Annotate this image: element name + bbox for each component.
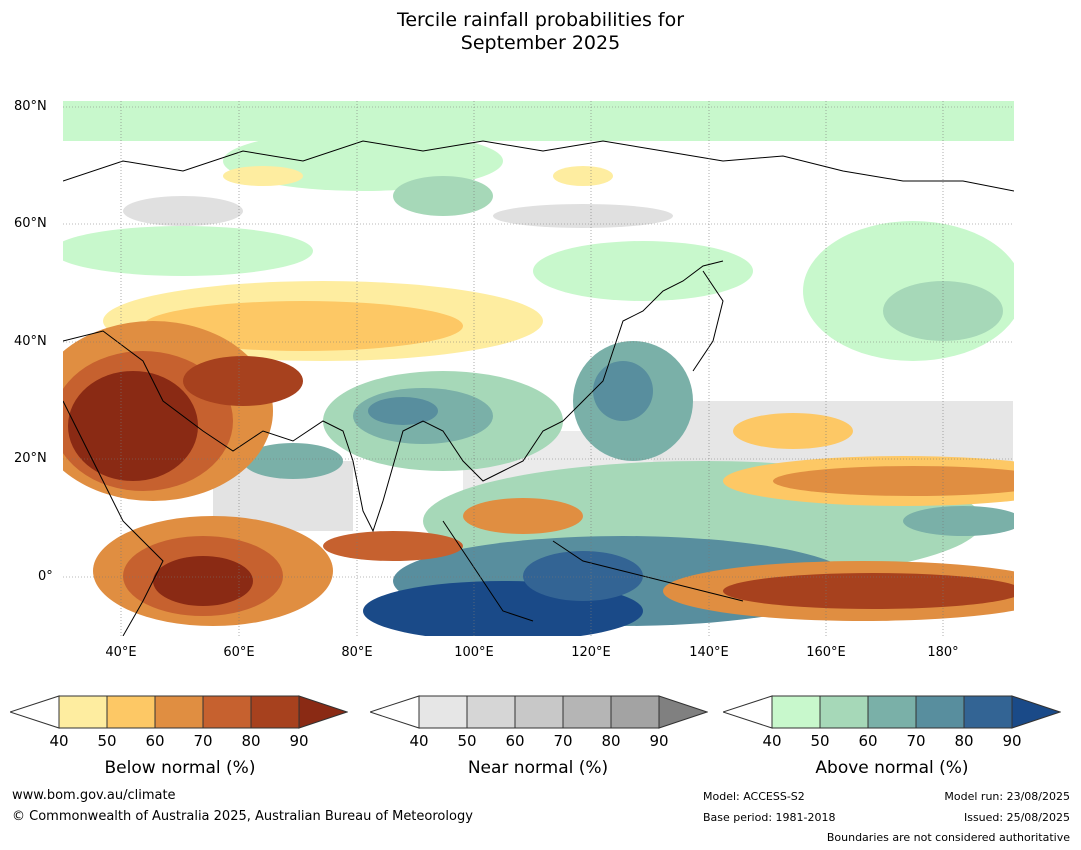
model-run-date: Model run: 23/08/2025 [944, 790, 1070, 803]
lon-label-160e: 160°E [806, 645, 846, 660]
colorbar-above-tick-70: 70 [906, 732, 926, 750]
colorbar-near-tick-90: 90 [649, 732, 669, 750]
colorbar-below-tick-80: 80 [241, 732, 261, 750]
colorbar-above-normal [723, 695, 1061, 729]
lon-label-40e: 40°E [105, 645, 137, 660]
lon-label-80e: 80°E [341, 645, 373, 660]
issued-date: Issued: 25/08/2025 [963, 811, 1070, 824]
lat-label-20n: 20°N [14, 451, 47, 466]
colorbar-below-tick-50: 50 [97, 732, 117, 750]
graticule [63, 101, 1014, 636]
colorbar-below-tick-70: 70 [193, 732, 213, 750]
lon-label-140e: 140°E [689, 645, 729, 660]
website-link[interactable]: www.bom.gov.au/climate [12, 788, 176, 803]
lat-label-40n: 40°N [14, 334, 47, 349]
colorbar-below-tick-90: 90 [289, 732, 309, 750]
colorbar-above-tick-80: 80 [954, 732, 974, 750]
colorbar-near-tick-60: 60 [505, 732, 525, 750]
coastline [63, 140, 1014, 636]
colorbar-below-tick-40: 40 [49, 732, 69, 750]
colorbar-near-tick-40: 40 [409, 732, 429, 750]
boundaries-disclaimer: Boundaries are not considered authoritat… [826, 831, 1070, 844]
lon-label-60e: 60°E [223, 645, 255, 660]
lat-label-80n: 80°N [14, 99, 47, 114]
lat-label-60n: 60°N [14, 216, 47, 231]
colorbar-above-tick-40: 40 [762, 732, 782, 750]
map-fill-below-normal [63, 166, 1014, 626]
title-line-2: September 2025 [460, 32, 621, 54]
model-name: Model: ACCESS-S2 [703, 790, 805, 803]
copyright-text: © Commonwealth of Australia 2025, Austra… [12, 809, 473, 824]
lon-label-120e: 120°E [571, 645, 611, 660]
colorbar-above-tick-90: 90 [1002, 732, 1022, 750]
colorbar-near-title: Near normal (%) [467, 758, 609, 778]
colorbar-below-tick-60: 60 [145, 732, 165, 750]
map-title: Tercile rainfall probabilities for Septe… [0, 9, 1081, 55]
colorbar-near-tick-50: 50 [457, 732, 477, 750]
title-line-1: Tercile rainfall probabilities for [396, 9, 685, 31]
colorbar-near-normal [370, 695, 708, 729]
colorbar-above-title: Above normal (%) [815, 758, 969, 778]
colorbar-below-title: Below normal (%) [104, 758, 256, 778]
colorbar-below-normal [10, 695, 348, 729]
lon-label-100e: 100°E [454, 645, 494, 660]
lon-label-180: 180° [927, 645, 959, 660]
colorbar-near-tick-70: 70 [553, 732, 573, 750]
base-period: Base period: 1981-2018 [703, 811, 836, 824]
colorbar-above-tick-60: 60 [858, 732, 878, 750]
rainfall-probability-map [63, 101, 1014, 636]
colorbar-near-tick-80: 80 [601, 732, 621, 750]
map-fill-above-normal [63, 101, 1014, 636]
lat-label-equator: 0° [38, 569, 53, 584]
colorbar-above-tick-50: 50 [810, 732, 830, 750]
